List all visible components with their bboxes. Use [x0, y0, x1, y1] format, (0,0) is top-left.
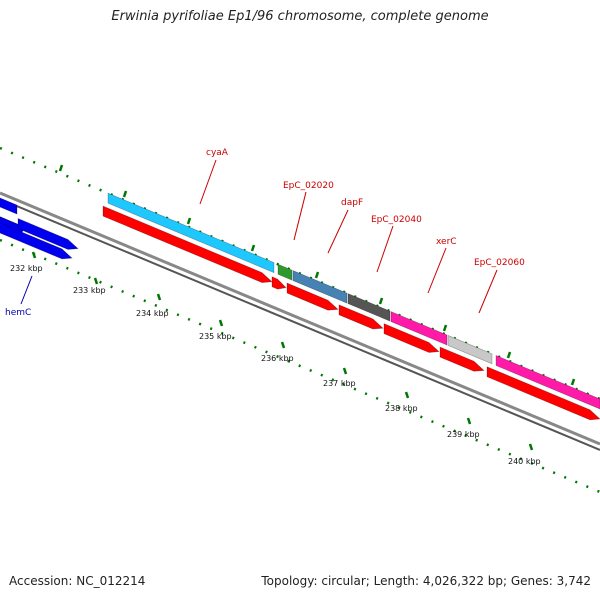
gene-block-blue-3[interactable]	[0, 221, 73, 260]
gene-label-dapF: dapF	[341, 198, 363, 208]
gene-block-cyaA[interactable]	[107, 192, 275, 274]
leader-hemC	[20, 275, 33, 305]
leader-EpC_02060	[478, 269, 498, 314]
cds-arrow-6[interactable]	[439, 346, 485, 372]
accession-text: Accession: NC_012214	[9, 574, 146, 588]
leader-EpC_02040	[376, 225, 394, 273]
leader-dapF	[327, 209, 349, 254]
gene-label-EpC_02060: EpC_02060	[474, 258, 525, 268]
gene-block-xerC[interactable]	[390, 311, 448, 346]
scale-label: 238 kbp	[385, 404, 418, 413]
scale-labels: 232 kbp 233 kbp 234 kbp 235 kbp 236 kbp …	[10, 264, 541, 466]
scale-label: 234 kbp	[136, 309, 169, 318]
scale-label: 240 kbp	[508, 457, 541, 466]
cds-arrow-2[interactable]	[271, 276, 287, 290]
gene-leaders	[20, 159, 498, 314]
scale-label: 232 kbp	[10, 264, 43, 273]
cds-arrow-5[interactable]	[383, 323, 440, 353]
gene-label-xerC: xerC	[436, 237, 457, 247]
scale-label: 237 kbp	[323, 379, 356, 388]
gene-block-EpC_02060[interactable]	[447, 334, 493, 365]
scale-label: 235 kbp	[199, 332, 232, 341]
leader-xerC	[427, 247, 447, 294]
gene-block-magenta-right[interactable]	[495, 355, 600, 410]
gene-block-EpC_02020[interactable]	[277, 263, 293, 281]
inner-tick-ring	[0, 238, 600, 494]
gene-block-EpC_02040[interactable]	[347, 293, 391, 322]
gene-block-dapF[interactable]	[292, 270, 348, 304]
leader-EpC_02020	[293, 191, 307, 241]
scale-label: 233 kbp	[73, 286, 106, 295]
gene-block-blue-1[interactable]	[0, 196, 18, 215]
outer-major-ticks	[58, 164, 576, 386]
cds-arrow-7[interactable]	[486, 366, 600, 421]
cds-arrow-4[interactable]	[338, 304, 384, 330]
genome-summary-text: Topology: circular; Length: 4,026,322 bp…	[261, 574, 591, 588]
scale-label: 239 kbp	[447, 430, 480, 439]
cds-arrow-3[interactable]	[286, 282, 339, 311]
leader-cyaA	[199, 159, 217, 205]
inner-major-ticks	[31, 251, 534, 451]
scale-label: 236 kbp	[261, 354, 294, 363]
gene-label-EpC_02020: EpC_02020	[283, 181, 334, 191]
gene-label-cyaA: cyaA	[206, 148, 229, 158]
backbone-inner	[0, 198, 600, 451]
feature-blocks	[0, 192, 600, 421]
gene-labels: hemC cyaA EpC_02020 dapF EpC_02040 xerC …	[5, 148, 525, 318]
backbone-outer	[0, 191, 600, 446]
cds-arrow-1[interactable]	[102, 205, 273, 283]
map-title: Erwinia pyrifoliae Ep1/96 chromosome, co…	[111, 9, 489, 24]
gene-label-hemC: hemC	[5, 308, 31, 318]
gene-label-EpC_02040: EpC_02040	[371, 215, 422, 225]
gene-block-blue-2[interactable]	[17, 218, 79, 250]
